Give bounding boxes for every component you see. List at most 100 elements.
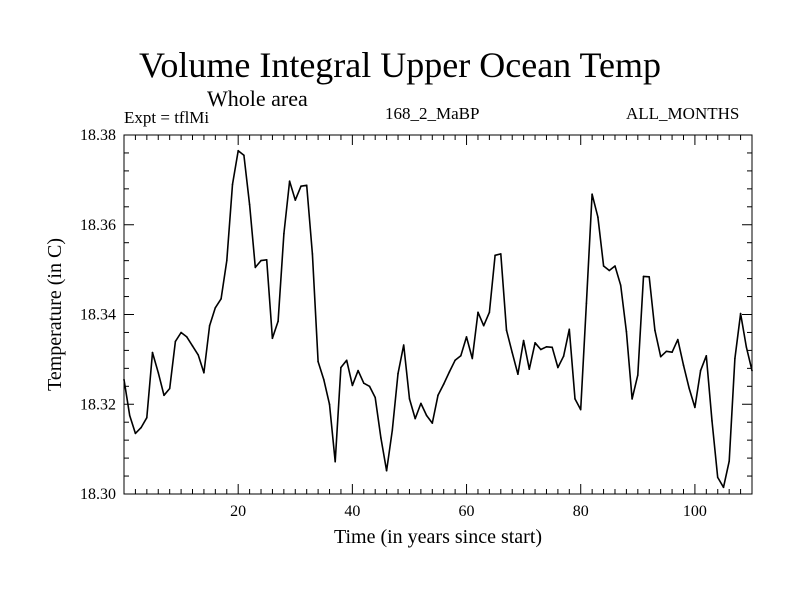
data-point <box>448 371 451 373</box>
data-point <box>174 340 177 343</box>
y-tick-label: 18.34 <box>80 307 116 324</box>
data-point <box>625 330 628 333</box>
data-point <box>751 369 753 372</box>
data-point <box>214 307 217 309</box>
data-point <box>745 346 748 348</box>
data-point <box>317 360 319 363</box>
data-point <box>305 184 308 187</box>
data-point <box>157 372 160 374</box>
data-point <box>385 469 388 472</box>
data-point <box>414 417 417 420</box>
data-point <box>248 203 251 206</box>
data-point <box>357 369 359 372</box>
data-point <box>208 324 211 327</box>
data-point <box>191 345 194 347</box>
data-point <box>699 369 702 372</box>
data-point <box>402 344 405 346</box>
data-point <box>311 253 314 255</box>
data-point <box>134 432 137 435</box>
data-point <box>323 378 325 381</box>
data-point <box>351 384 354 387</box>
data-point <box>300 185 302 187</box>
data-point <box>363 382 365 385</box>
data-point <box>682 364 685 367</box>
data-point <box>283 232 285 235</box>
data-point <box>146 416 148 419</box>
data-point <box>631 398 633 400</box>
data-point <box>585 302 588 305</box>
data-point <box>231 183 234 186</box>
data-point <box>557 366 559 369</box>
data-point <box>568 328 571 331</box>
data-point <box>465 336 468 338</box>
data-point <box>123 378 125 381</box>
data-point <box>522 339 525 342</box>
data-point <box>265 259 268 261</box>
data-point <box>203 372 205 374</box>
data-point <box>254 266 257 269</box>
data-point <box>277 320 279 323</box>
data-point <box>728 460 730 463</box>
series-line <box>123 149 753 489</box>
data-point <box>128 414 131 417</box>
data-point <box>420 402 422 405</box>
data-point <box>271 337 274 340</box>
chart-subtitle: Whole area <box>207 86 308 111</box>
data-point <box>260 259 262 262</box>
data-point <box>734 357 736 360</box>
data-point <box>477 311 479 314</box>
data-point <box>328 403 331 406</box>
data-point <box>288 180 291 182</box>
data-point <box>140 426 142 429</box>
data-point <box>534 342 536 344</box>
data-point <box>168 387 171 390</box>
x-tick-label: 20 <box>230 503 246 520</box>
data-point <box>431 422 434 424</box>
data-point <box>511 351 513 354</box>
data-point <box>500 253 502 255</box>
data-point <box>665 350 668 353</box>
data-point <box>380 437 382 439</box>
plot-frame <box>123 134 753 495</box>
data-point <box>562 355 565 358</box>
x-tick-label: 60 <box>459 503 475 520</box>
x-tick-label: 100 <box>683 503 707 520</box>
data-point <box>226 259 228 262</box>
y-tick-label: 18.30 <box>80 486 116 503</box>
data-point <box>368 385 371 388</box>
axis-ticks <box>124 134 752 495</box>
data-point <box>637 374 639 376</box>
data-point <box>579 408 582 411</box>
data-point <box>574 398 576 400</box>
data-point <box>220 298 222 300</box>
data-point <box>197 354 199 356</box>
y-tick-label: 18.32 <box>80 396 116 413</box>
x-tick-label: 80 <box>573 503 589 520</box>
data-point <box>517 373 519 376</box>
data-point <box>619 284 622 287</box>
x-tick-label: 40 <box>344 503 360 520</box>
data-point <box>494 254 496 257</box>
data-point <box>705 355 708 357</box>
data-point <box>237 149 239 152</box>
data-points <box>123 149 753 489</box>
data-point <box>654 329 656 332</box>
data-point <box>677 338 679 341</box>
data-point <box>163 394 165 397</box>
data-point <box>688 387 690 390</box>
data-point <box>488 311 491 314</box>
data-point <box>374 396 377 399</box>
data-point <box>648 276 650 278</box>
data-point <box>722 486 725 489</box>
data-point <box>186 336 188 338</box>
data-point <box>608 269 611 272</box>
data-point <box>739 312 742 315</box>
data-point <box>545 346 548 348</box>
data-point <box>711 420 713 422</box>
data-point <box>614 265 616 267</box>
data-point <box>471 357 474 360</box>
data-point <box>442 383 445 385</box>
data-point <box>505 329 508 332</box>
data-point <box>340 366 342 369</box>
